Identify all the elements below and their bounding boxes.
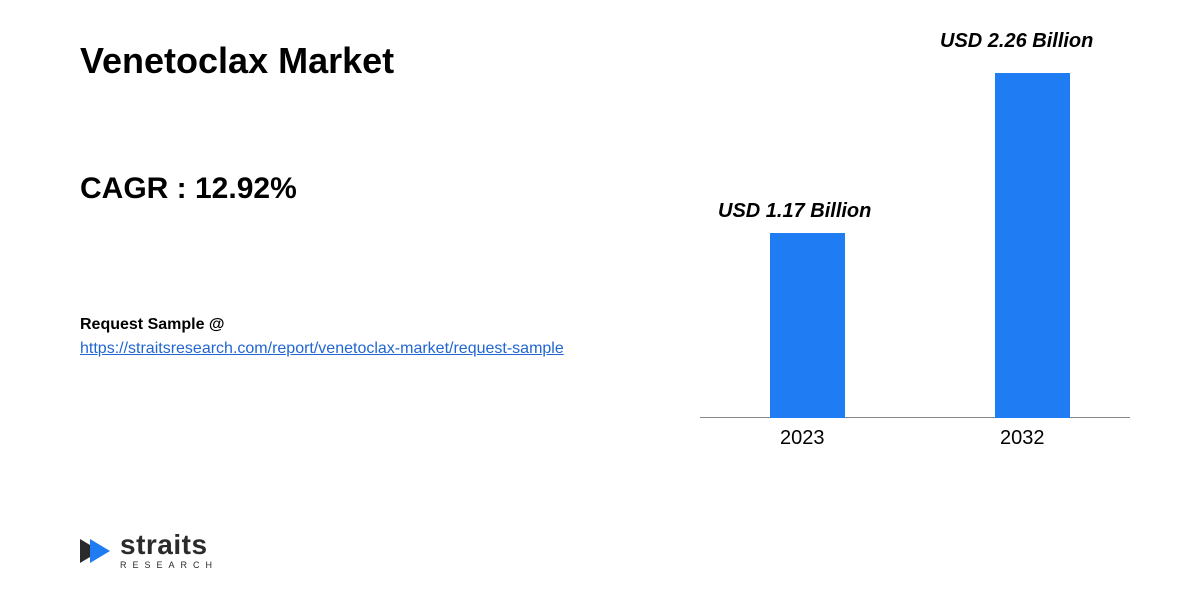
brand-logo: straits RESEARCH: [80, 531, 218, 570]
chart-x-label: 2032: [1000, 427, 1045, 450]
chart-value-label: USD 2.26 Billion: [940, 30, 1093, 53]
chart-bar: [995, 73, 1070, 418]
cagr-value: CAGR : 12.92%: [80, 172, 670, 206]
bar-chart: USD 1.17 Billion2023USD 2.26 Billion2032: [700, 40, 1140, 460]
request-sample-link[interactable]: https://straitsresearch.com/report/venet…: [80, 340, 564, 357]
logo-text-main: straits: [120, 531, 218, 559]
request-sample-label: Request Sample @: [80, 316, 670, 334]
page-title: Venetoclax Market: [80, 40, 670, 82]
logo-text-sub: RESEARCH: [120, 561, 218, 570]
logo-mark-icon: [80, 535, 112, 567]
chart-value-label: USD 1.17 Billion: [718, 200, 871, 223]
chart-bar: [770, 233, 845, 418]
chart-x-label: 2023: [780, 427, 825, 450]
